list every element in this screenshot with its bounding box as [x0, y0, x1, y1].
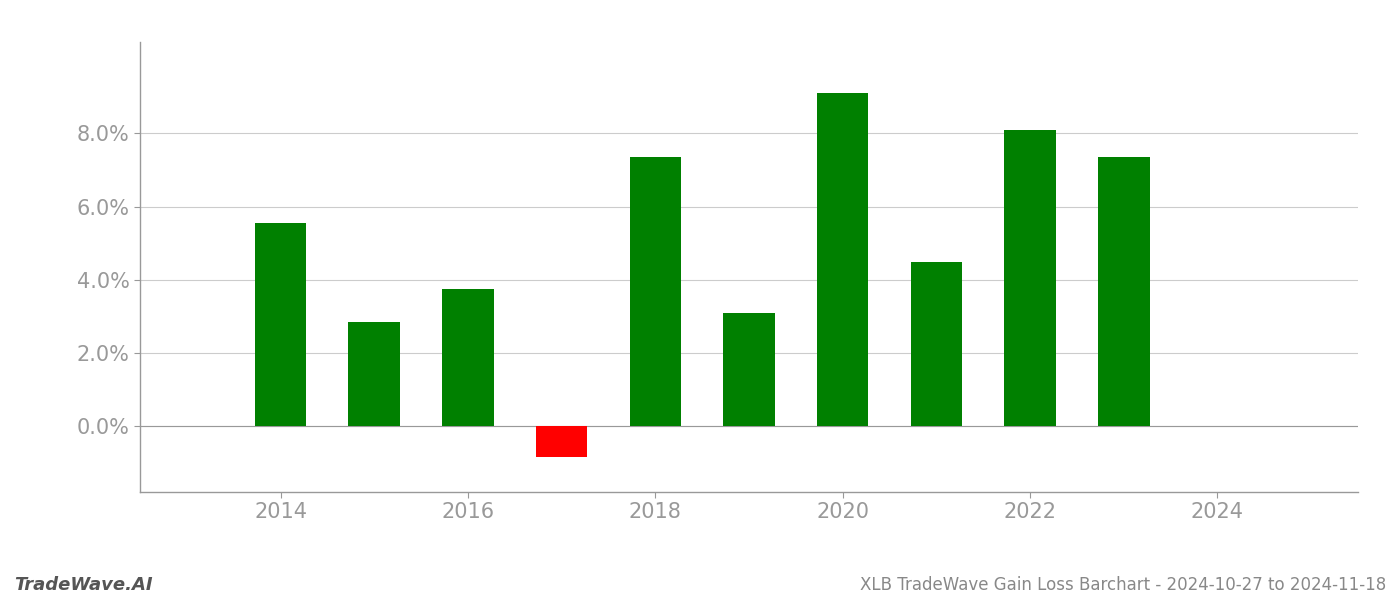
Text: XLB TradeWave Gain Loss Barchart - 2024-10-27 to 2024-11-18: XLB TradeWave Gain Loss Barchart - 2024-… [860, 576, 1386, 594]
Bar [818, 93, 868, 426]
Bar [1098, 157, 1149, 426]
Bar [536, 426, 588, 457]
Bar [910, 262, 962, 426]
Bar [349, 322, 400, 426]
Bar [724, 313, 774, 426]
Bar [630, 157, 680, 426]
Bar [1004, 130, 1056, 426]
Bar [255, 223, 307, 426]
Text: TradeWave.AI: TradeWave.AI [14, 576, 153, 594]
Bar [442, 289, 494, 426]
